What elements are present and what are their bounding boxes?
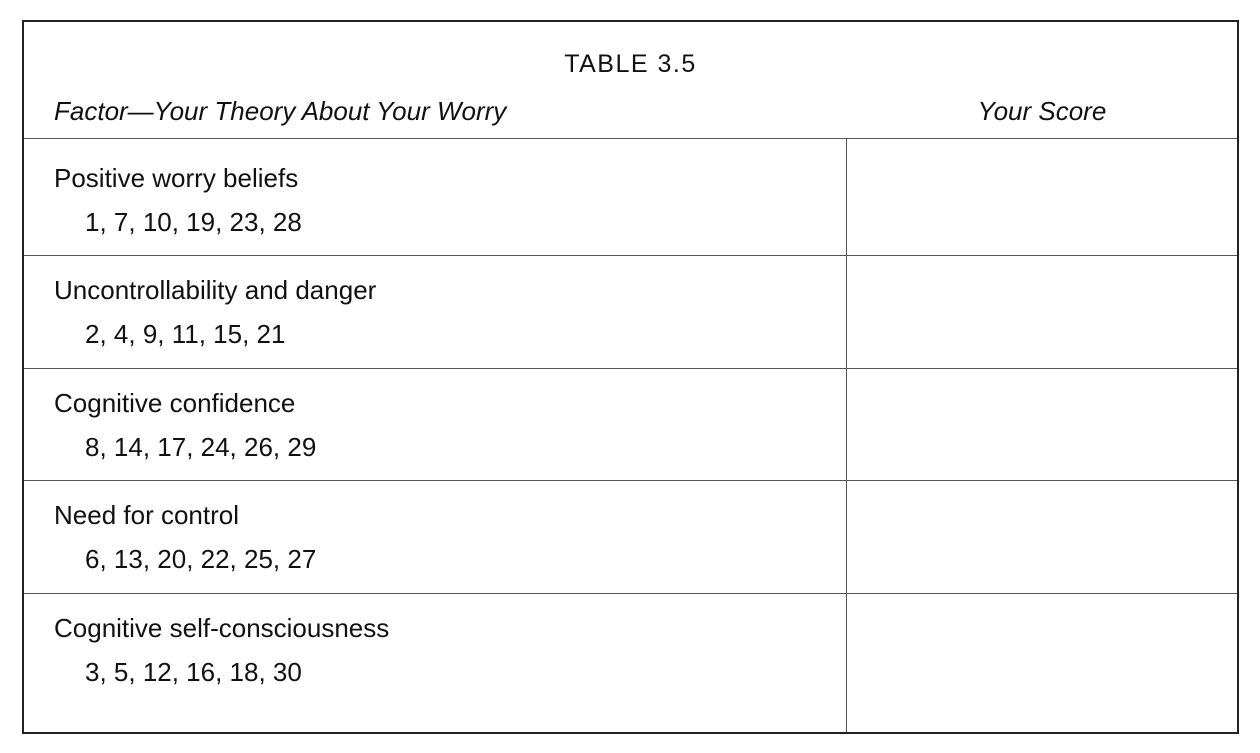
score-cell[interactable]: [847, 368, 1237, 480]
header-factor: Factor—Your Theory About Your Worry: [54, 96, 507, 126]
factor-name: Cognitive confidence: [54, 388, 296, 418]
table-row: Uncontrollability and danger 2, 4, 9, 11…: [24, 255, 846, 368]
factor-name: Positive worry beliefs: [54, 163, 299, 193]
factor-name: Need for control: [54, 500, 239, 530]
score-cell[interactable]: [847, 139, 1237, 255]
column-divider: [846, 139, 847, 732]
factor-items: 8, 14, 17, 24, 26, 29: [85, 432, 317, 462]
score-cell[interactable]: [847, 593, 1237, 732]
factor-items: 1, 7, 10, 19, 23, 28: [85, 207, 302, 237]
table-title: TABLE 3.5: [564, 50, 697, 78]
factor-name: Uncontrollability and danger: [54, 275, 377, 305]
divider: [24, 480, 1237, 481]
score-cell[interactable]: [847, 255, 1237, 368]
divider: [24, 138, 1237, 139]
table-row: Cognitive self-consciousness 3, 5, 12, 1…: [24, 593, 846, 732]
factor-items: 6, 13, 20, 22, 25, 27: [85, 544, 317, 574]
scoring-table: TABLE 3.5 Factor—Your Theory About Your …: [22, 20, 1239, 734]
divider: [24, 593, 1237, 594]
header-score: Your Score: [977, 96, 1107, 126]
table-row: Cognitive confidence 8, 14, 17, 24, 26, …: [24, 368, 846, 480]
divider: [24, 368, 1237, 369]
score-cell[interactable]: [847, 480, 1237, 593]
table-row: Positive worry beliefs 1, 7, 10, 19, 23,…: [24, 139, 846, 255]
factor-name: Cognitive self-consciousness: [54, 613, 390, 643]
table-row: Need for control 6, 13, 20, 22, 25, 27: [24, 480, 846, 593]
divider: [24, 255, 1237, 256]
factor-items: 2, 4, 9, 11, 15, 21: [85, 319, 286, 349]
factor-items: 3, 5, 12, 16, 18, 30: [85, 657, 302, 687]
